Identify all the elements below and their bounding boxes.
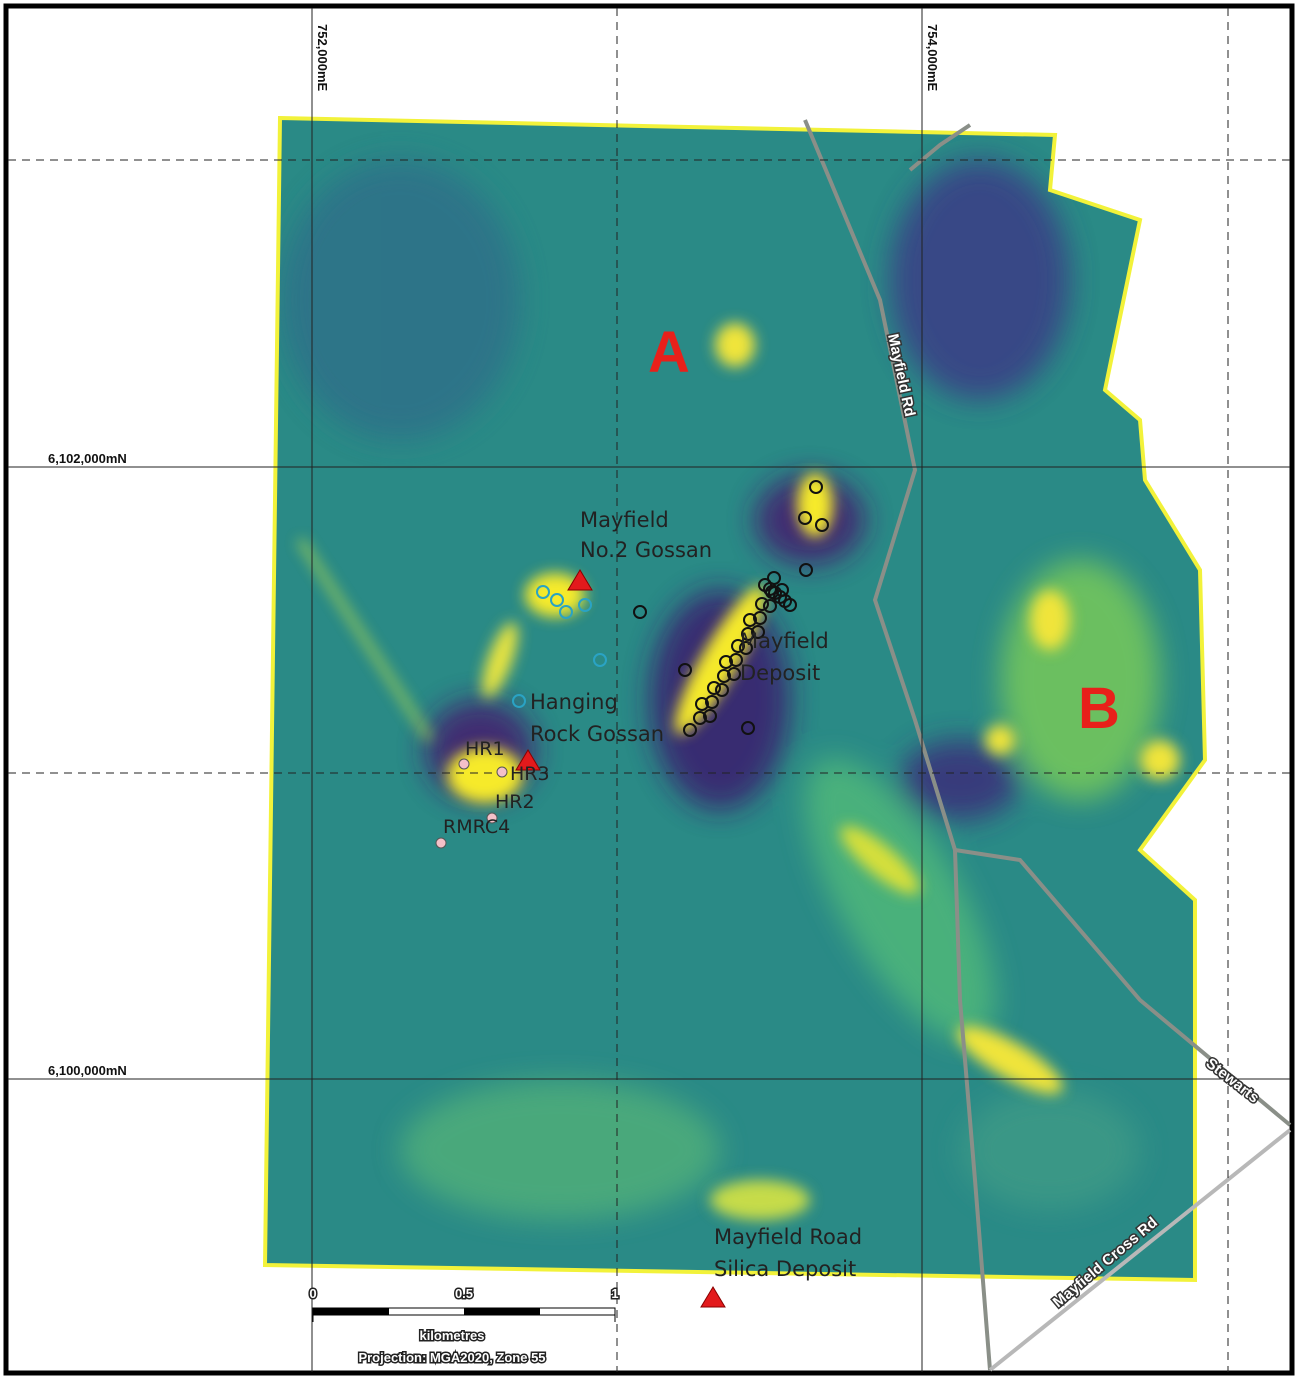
drill-hole — [741, 721, 755, 735]
feature-label: No.2 Gossan — [580, 538, 712, 562]
drill-hole — [707, 681, 721, 695]
feature-label: Mayfield — [740, 629, 829, 653]
magnetic-image — [265, 118, 1205, 1280]
easting-label: 754,000mE — [925, 24, 940, 92]
zone-label: A — [648, 320, 690, 385]
drill-hole — [755, 597, 769, 611]
drill-hole — [753, 611, 767, 625]
prospects — [515, 569, 726, 1308]
drill-hole — [799, 563, 813, 577]
easting-label: 752,000mE — [315, 24, 330, 92]
feature-label: Rock Gossan — [530, 722, 664, 746]
hole-label: RMRC4 — [443, 816, 510, 838]
drill-hole — [633, 605, 647, 619]
drill-hole — [741, 627, 755, 641]
drill-hole — [763, 599, 777, 613]
grid — [8, 8, 1290, 1372]
projection: Projection: MGA2020, Zone 55 — [358, 1350, 545, 1365]
drill-hole — [695, 697, 709, 711]
drill-hole — [512, 694, 526, 708]
drill-hole — [739, 641, 753, 655]
drill-hole — [727, 667, 741, 681]
feature-label: Hanging — [530, 690, 618, 714]
hole-label: HR3 — [510, 763, 550, 785]
tenement-boundary — [262, 115, 1208, 1283]
scale-tick: 0 — [309, 1286, 316, 1301]
scale-bar — [312, 1307, 616, 1322]
drill-hole — [578, 598, 592, 612]
drill-hole — [678, 663, 692, 677]
drill-hole — [798, 511, 812, 525]
drill-hole — [783, 598, 797, 612]
roads — [803, 119, 1292, 1372]
hole-label: HR1 — [465, 738, 505, 760]
scale-unit: kilometres — [419, 1328, 484, 1343]
scale-tick: 1 — [611, 1286, 618, 1301]
drill-hole — [683, 723, 697, 737]
feature-label: Deposit — [740, 661, 820, 685]
drill-hole — [815, 518, 829, 532]
hole-label: HR2 — [495, 791, 535, 813]
drill-hole — [729, 653, 743, 667]
drill-hole — [593, 653, 607, 667]
drill-hole — [717, 669, 731, 683]
drill-hole — [743, 613, 757, 627]
drill-hole — [693, 711, 707, 725]
zone-label: B — [1078, 676, 1120, 741]
drill-hole — [809, 480, 823, 494]
feature-label: Silica Deposit — [714, 1257, 856, 1281]
drill-hole — [705, 695, 719, 709]
northing-label: 6,100,000mN — [48, 1063, 127, 1078]
feature-label: Mayfield Road — [714, 1225, 862, 1249]
drill-hole — [703, 709, 717, 723]
drill-hole — [731, 639, 745, 653]
hole-collars — [435, 758, 508, 849]
drill-hole — [751, 625, 765, 639]
drill-hole — [559, 605, 573, 619]
drill-hole — [715, 683, 729, 697]
drill-hole — [550, 593, 564, 607]
feature-label: Mayfield — [580, 508, 669, 532]
drill-hole — [536, 585, 550, 599]
northing-label: 6,102,000mN — [48, 451, 127, 466]
drill-hole — [719, 655, 733, 669]
scale-tick: 0.5 — [455, 1286, 473, 1301]
drill-holes — [512, 480, 829, 737]
